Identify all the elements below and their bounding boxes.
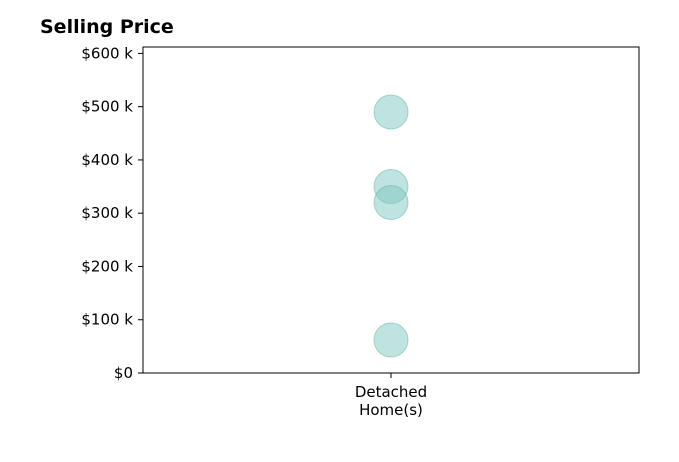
x-tick-label: Home(s) xyxy=(359,401,423,419)
y-axis: $0 $100 k $200 k $300 k $400 k $500 k $600 k xyxy=(81,44,143,382)
y-tick-label: $500 k xyxy=(81,98,133,116)
y-tick-label: $600 k xyxy=(81,44,133,62)
y-tick-label: $300 k xyxy=(81,204,133,222)
y-tick-label: $200 k xyxy=(81,257,133,275)
data-point xyxy=(373,322,409,358)
y-tick-label: $0 xyxy=(114,364,133,382)
y-tick-label: $400 k xyxy=(81,151,133,169)
y-tick-label: $100 k xyxy=(81,311,133,329)
data-points xyxy=(373,94,409,358)
data-point xyxy=(373,185,409,221)
data-point xyxy=(373,94,409,130)
chart-title: Selling Price xyxy=(40,16,174,38)
x-tick-label: Detached xyxy=(355,383,427,401)
